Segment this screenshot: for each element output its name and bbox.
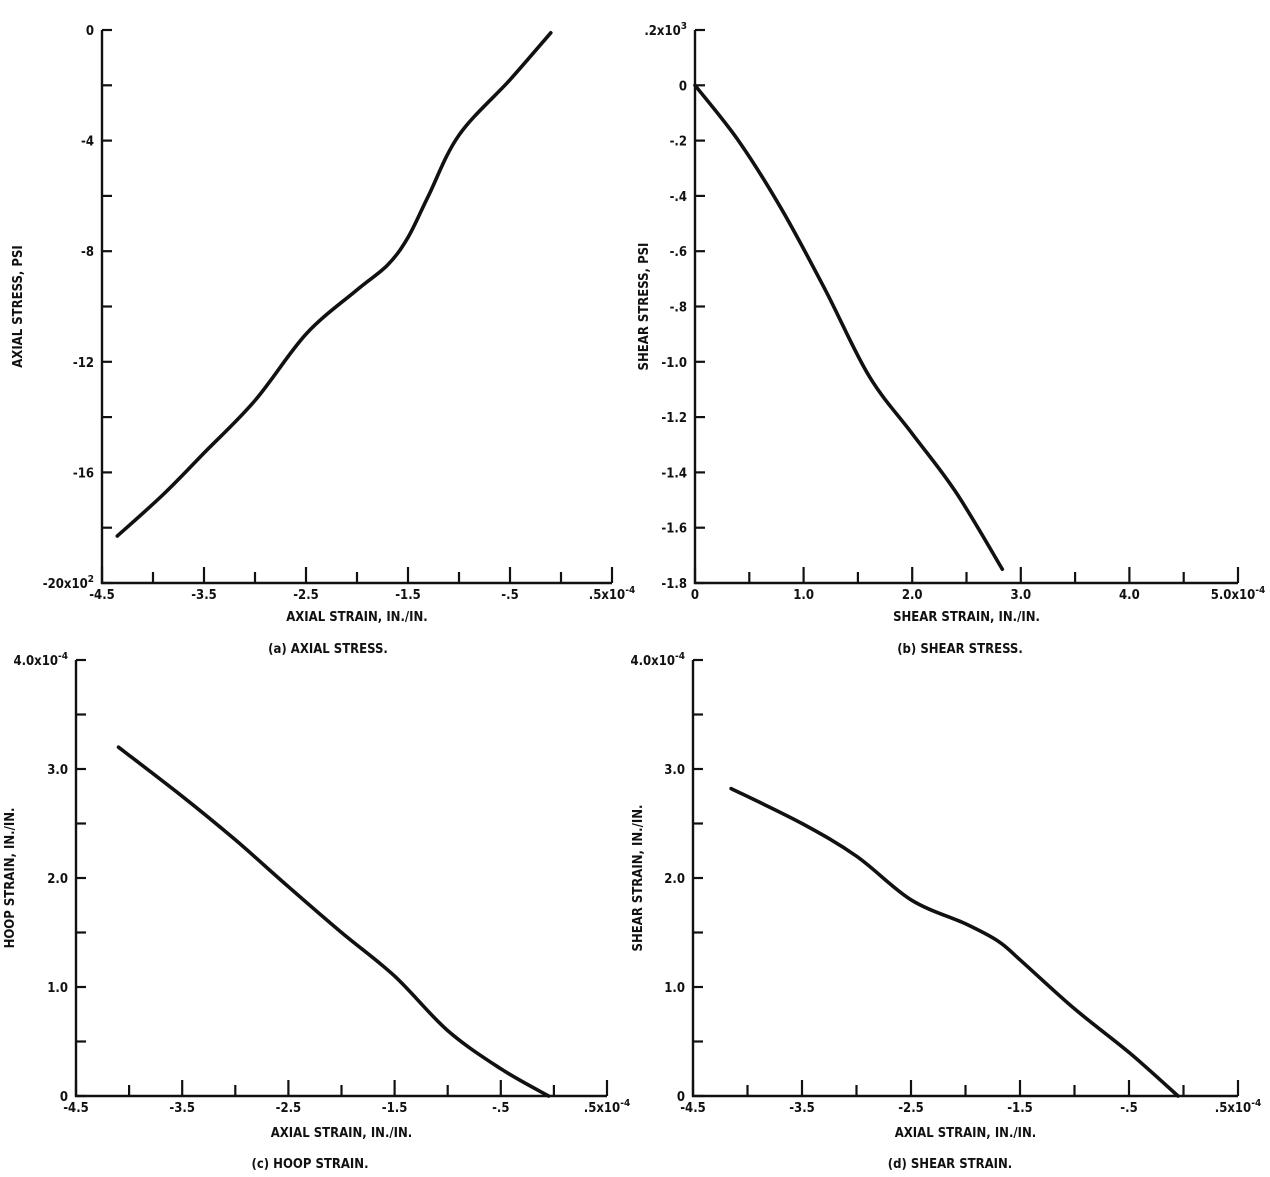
y-axis-label: AXIAL STRESS, PSI: [11, 245, 26, 368]
chart-a: -4.5 -3.5 -2.5 -1.5 -.5 .5x10-4 -20x102 -16 -12 -…: [11, 24, 635, 657]
x-tick-label: .5x10-4: [589, 585, 635, 603]
axis-frame: [691, 660, 1238, 1098]
y-tick-label: 3.0: [47, 763, 68, 778]
y-tick-label: -12: [73, 356, 94, 371]
y-tick-label: -1.4: [661, 466, 687, 481]
chart-caption: (b) SHEAR STRESS.: [897, 642, 1023, 657]
x-axis-label: AXIAL STRAIN, IN./IN.: [286, 610, 428, 625]
x-tick-label: -1.5: [395, 588, 421, 603]
y-tick-label: 1.0: [47, 981, 68, 996]
x-tick-label: 5.0x10-4: [1211, 585, 1266, 603]
x-tick-label: 2.0: [902, 588, 923, 603]
x-tick-label: 0: [691, 588, 699, 603]
y-tick-label: -1.6: [661, 522, 687, 537]
x-tick-label: .5x10-4: [1215, 1098, 1261, 1116]
x-tick-label: -4.5: [63, 1101, 89, 1116]
x-tick-label: -2.5: [898, 1101, 924, 1116]
y-tick-label: -1.0: [661, 356, 687, 371]
x-tick-label: -.5: [1120, 1101, 1137, 1116]
chart-caption: (d) SHEAR STRAIN.: [888, 1157, 1013, 1172]
x-tick-label: 3.0: [1010, 588, 1031, 603]
y-tick-label: 0: [677, 1090, 685, 1105]
chart-b: 0 1.0 2.0 3.0 4.0 5.0x10-4 -1.8 -1.6 -1.4 -1.2 -1.…: [637, 21, 1265, 657]
x-tick-label: 4.0: [1119, 588, 1140, 603]
y-tick-label: 1.0: [664, 981, 685, 996]
y-tick-label: -20x102: [43, 574, 94, 592]
x-axis-label: SHEAR STRAIN, IN./IN.: [893, 610, 1040, 625]
y-tick-label: -.2: [670, 135, 687, 150]
x-tick-label: -4.5: [89, 588, 115, 603]
y-tick-label: 3.0: [664, 763, 685, 778]
y-tick-label: 0: [60, 1090, 68, 1105]
x-tick-label: -2.5: [293, 588, 319, 603]
x-tick-label: -3.5: [789, 1101, 815, 1116]
y-tick-label: -4: [81, 135, 94, 150]
y-tick-label: 2.0: [664, 872, 685, 887]
x-tick-label: -1.5: [382, 1101, 408, 1116]
x-tick-label: -3.5: [191, 588, 217, 603]
y-tick-label: 4.0x10-4: [630, 651, 685, 669]
chart-d: -4.5 -3.5 -2.5 -1.5 -.5 .5x10-4 0 1.0 2.0 3.0 4.0x…: [630, 651, 1261, 1172]
x-tick-label: .5x10-4: [584, 1098, 630, 1116]
series-line: [116, 745, 551, 1098]
y-tick-label: -.4: [670, 190, 687, 205]
x-tick-label: -4.5: [680, 1101, 706, 1116]
y-tick-label: 4.0x10-4: [13, 651, 68, 669]
y-axis-label: SHEAR STRESS, PSI: [637, 243, 652, 371]
chart-c: -4.5 -3.5 -2.5 -1.5 -.5 .5x10-4 0 1.0 2.0 3.0 4.0x…: [3, 651, 630, 1172]
y-tick-label: 0: [86, 24, 94, 39]
y-tick-label: -.8: [670, 301, 687, 316]
y-tick-label: -1.8: [661, 577, 687, 592]
x-tick-label: -2.5: [276, 1101, 302, 1116]
y-tick-label: -16: [73, 466, 94, 481]
y-tick-label: 0: [679, 79, 687, 94]
x-tick-label: -3.5: [169, 1101, 195, 1116]
series-line: [693, 83, 1005, 571]
y-tick-label: .2x103: [644, 21, 687, 39]
y-tick-label: -8: [81, 245, 94, 260]
y-tick-label: -1.2: [661, 411, 687, 426]
x-tick-label: -.5: [492, 1101, 509, 1116]
x-axis-label: AXIAL STRAIN, IN./IN.: [895, 1126, 1037, 1141]
x-axis-label: AXIAL STRAIN, IN./IN.: [271, 1126, 413, 1141]
y-axis-label: SHEAR STRAIN, IN./IN.: [631, 805, 646, 952]
chart-caption: (c) HOOP STRAIN.: [251, 1157, 368, 1172]
y-tick-label: 2.0: [47, 872, 68, 887]
series-line: [115, 30, 553, 538]
chart-caption: (a) AXIAL STRESS.: [268, 642, 388, 657]
series-line: [729, 786, 1180, 1098]
x-tick-label: -.5: [501, 588, 518, 603]
y-tick-label: -.6: [670, 245, 687, 260]
axis-frame: [74, 660, 607, 1098]
x-tick-label: -1.5: [1007, 1101, 1033, 1116]
axis-frame: [693, 30, 1238, 585]
y-axis-label: HOOP STRAIN, IN./IN.: [3, 808, 18, 949]
x-tick-label: 1.0: [793, 588, 814, 603]
axis-frame: [100, 30, 612, 585]
